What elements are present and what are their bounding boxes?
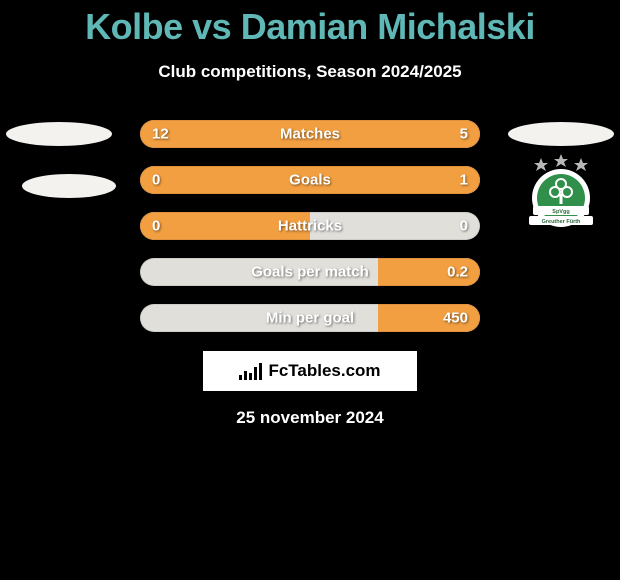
stat-row: 0.2 Goals per match <box>140 258 480 286</box>
stat-value-left: 0 <box>152 218 160 235</box>
stat-value-left: 12 <box>152 126 169 143</box>
stat-bar-left <box>140 166 201 194</box>
stat-label: Matches <box>280 126 340 143</box>
stat-bar-left <box>140 120 380 148</box>
stat-row: 0 0 Hattricks <box>140 212 480 240</box>
bar-chart-icon <box>239 362 262 380</box>
stat-value-left: 0 <box>152 172 160 189</box>
stats-block: 12 5 Matches 0 1 Goals 0 0 Hattricks 0.2 Goals per… <box>0 120 620 332</box>
stat-value-right: 0 <box>460 218 468 235</box>
source-footer-box: FcTables.com <box>202 350 418 392</box>
source-name: FcTables.com <box>268 361 380 381</box>
stat-label: Goals <box>289 172 331 189</box>
stat-value-right: 1 <box>460 172 468 189</box>
comparison-card: Kolbe vs Damian Michalski Club competiti… <box>0 0 620 580</box>
stat-row: 450 Min per goal <box>140 304 480 332</box>
footer-date: 25 november 2024 <box>0 408 620 428</box>
stat-value-right: 450 <box>443 310 468 327</box>
stat-value-right: 5 <box>460 126 468 143</box>
subtitle: Club competitions, Season 2024/2025 <box>0 62 620 82</box>
stat-value-right: 0.2 <box>447 264 468 281</box>
stat-label: Min per goal <box>266 310 354 327</box>
stat-bar-right <box>201 166 480 194</box>
stat-row: 12 5 Matches <box>140 120 480 148</box>
stat-label: Hattricks <box>278 218 342 235</box>
stat-row: 0 1 Goals <box>140 166 480 194</box>
stat-label: Goals per match <box>251 264 369 281</box>
page-title: Kolbe vs Damian Michalski <box>0 6 620 48</box>
